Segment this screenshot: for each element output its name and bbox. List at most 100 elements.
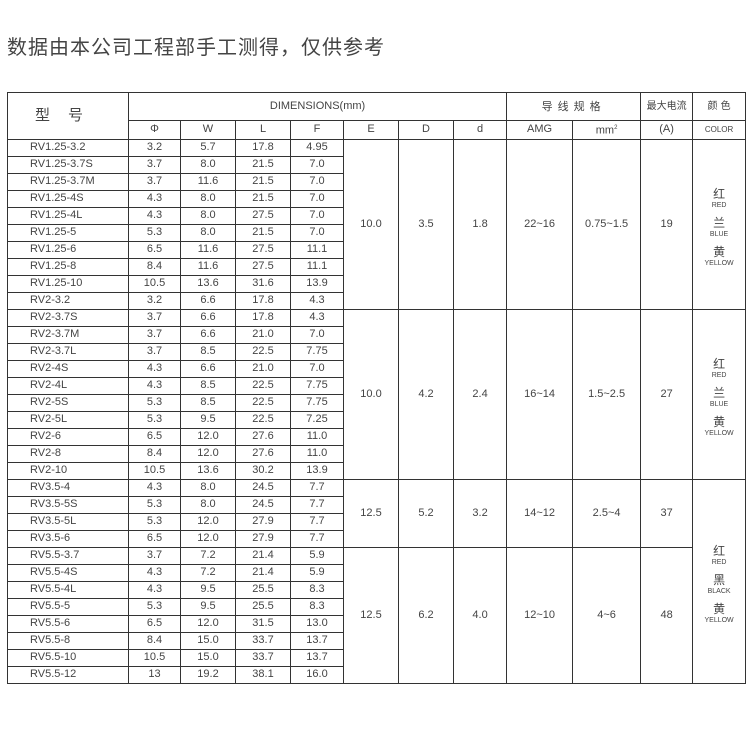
cell-phi: 8.4: [128, 444, 181, 463]
group-cell-d: 3.2: [452, 478, 508, 548]
cell-f: 7.0: [290, 155, 344, 174]
cell-phi: 3.7: [128, 172, 181, 191]
header-w: W: [180, 120, 236, 140]
cell-l: 21.5: [235, 223, 291, 242]
mm-text: mm: [595, 124, 615, 137]
header-phi: Φ: [128, 120, 181, 140]
cell-l: 38.1: [235, 665, 291, 684]
table-row: RV2-5L 5.3 9.5 22.5 7.25: [7, 410, 746, 429]
cell-l: 27.9: [235, 529, 291, 548]
cell-model: RV1.25-10: [7, 274, 129, 293]
group-cell-amg: 12~10: [506, 546, 574, 684]
table-row: RV5.5-10 10.5 15.0 33.7 13.7: [7, 648, 746, 667]
cell-l: 21.5: [235, 189, 291, 208]
group-cell-mm2: 1.5~2.5: [572, 308, 642, 480]
cell-f: 7.75: [290, 342, 344, 361]
cell-w: 13.6: [180, 461, 236, 480]
color-name-en: RED: [711, 201, 727, 209]
cell-f: 7.75: [290, 376, 344, 395]
cell-w: 8.0: [180, 189, 236, 208]
cell-f: 13.7: [290, 648, 344, 667]
group-cell-d: 3.5: [398, 138, 454, 310]
cell-w: 8.5: [180, 393, 236, 412]
group-cell-d: 6.2: [398, 546, 454, 684]
cell-f: 7.25: [290, 410, 344, 429]
group-cell-amg: 14~12: [506, 478, 574, 548]
table-row: RV2-4S 4.3 6.6 21.0 7.0: [7, 359, 746, 378]
cell-f: 7.0: [290, 325, 344, 344]
group-cell-mm2: 0.75~1.5: [572, 138, 642, 310]
table-row: RV5.5-8 8.4 15.0 33.7 13.7: [7, 631, 746, 650]
cell-l: 17.8: [235, 138, 291, 157]
group-cell-current: 48: [640, 546, 694, 684]
cell-l: 27.9: [235, 512, 291, 531]
cell-f: 7.0: [290, 206, 344, 225]
color-name-en: BLUE: [709, 400, 729, 408]
cell-f: 7.0: [290, 359, 344, 378]
cell-l: 24.5: [235, 478, 291, 497]
table-row: RV1.25-5 5.3 8.0 21.5 7.0: [7, 223, 746, 242]
group-cell-e: 12.5: [343, 478, 399, 548]
cell-l: 21.5: [235, 155, 291, 174]
cell-w: 8.0: [180, 206, 236, 225]
cell-phi: 10.5: [128, 648, 181, 667]
cell-w: 6.6: [180, 359, 236, 378]
cell-model: RV2-5S: [7, 393, 129, 412]
group-cell-amg: 22~16: [506, 138, 574, 310]
group-cell-current: 37: [640, 478, 694, 548]
table-row: RV3.5-5S 5.3 8.0 24.5 7.7: [7, 495, 746, 514]
cell-f: 8.3: [290, 580, 344, 599]
header-model: 型号: [7, 92, 129, 140]
header-dimensions: DIMENSIONS(mm): [127, 92, 508, 121]
cell-phi: 4.3: [128, 580, 181, 599]
cell-l: 21.5: [235, 172, 291, 191]
cell-f: 7.7: [290, 478, 344, 497]
cell-l: 17.8: [235, 291, 291, 310]
cell-l: 33.7: [235, 648, 291, 667]
cell-model: RV2-4S: [7, 359, 129, 378]
cell-w: 12.0: [180, 444, 236, 463]
cell-phi: 10.5: [128, 461, 181, 480]
cell-phi: 5.3: [128, 597, 181, 616]
cell-phi: 3.2: [128, 138, 181, 157]
color-cell: 红 RED 兰 BLUE 黄 YELLOW: [692, 138, 747, 310]
cell-phi: 5.3: [128, 393, 181, 412]
cell-w: 12.0: [180, 529, 236, 548]
cell-model: RV5.5-12: [7, 665, 129, 684]
cell-model: RV5.5-4L: [7, 580, 129, 599]
color-name-cn: 红: [713, 186, 726, 201]
color-cell: 红 RED 黑 BLACK 黄 YELLOW: [692, 478, 747, 684]
cell-f: 4.95: [290, 138, 344, 157]
cell-l: 22.5: [235, 393, 291, 412]
cell-w: 8.0: [180, 478, 236, 497]
cell-phi: 6.5: [128, 529, 181, 548]
cell-f: 5.9: [290, 563, 344, 582]
cell-w: 11.6: [180, 172, 236, 191]
color-cell: 红 RED 兰 BLUE 黄 YELLOW: [692, 308, 747, 480]
cell-phi: 5.3: [128, 512, 181, 531]
group-cell-d: 4.0: [452, 546, 508, 684]
cell-f: 13.9: [290, 461, 344, 480]
cell-f: 7.0: [290, 223, 344, 242]
cell-w: 19.2: [180, 665, 236, 684]
cell-phi: 6.5: [128, 427, 181, 446]
cell-model: RV1.25-6: [7, 240, 129, 259]
table-row: RV5.5-3.7 3.7 7.2 21.4 5.9 12.5 6.2 4.0 12~10 4~6…: [7, 546, 746, 684]
cell-model: RV1.25-8: [7, 257, 129, 276]
cell-model: RV1.25-5: [7, 223, 129, 242]
cell-l: 22.5: [235, 342, 291, 361]
cell-f: 7.0: [290, 172, 344, 191]
cell-phi: 4.3: [128, 376, 181, 395]
cell-l: 21.4: [235, 563, 291, 582]
cell-w: 7.2: [180, 546, 236, 565]
group-cell-amg: 16~14: [506, 308, 574, 480]
cell-f: 7.7: [290, 495, 344, 514]
cell-l: 21.4: [235, 546, 291, 565]
cell-phi: 3.7: [128, 546, 181, 565]
header-amg: AMG: [506, 120, 574, 140]
group-cell-current: 19: [640, 138, 694, 310]
cell-phi: 3.7: [128, 325, 181, 344]
cell-l: 27.6: [235, 444, 291, 463]
cell-l: 25.5: [235, 580, 291, 599]
cell-w: 12.0: [180, 427, 236, 446]
